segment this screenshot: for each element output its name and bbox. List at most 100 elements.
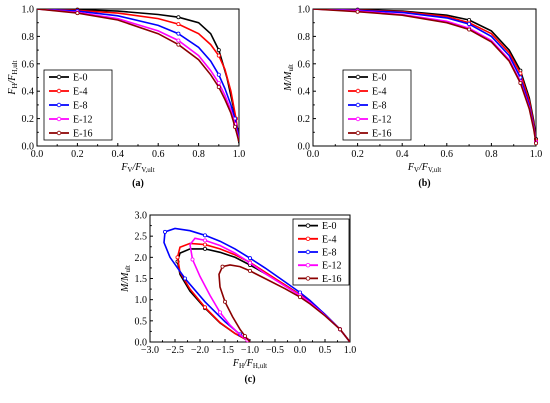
x-tick-label: 0.5 (319, 345, 332, 356)
series-point-e-4 (202, 242, 207, 247)
x-tick-label: 0.8 (192, 149, 205, 160)
x-tick-label: 1.0 (530, 149, 543, 160)
x-tick-label: −3.0 (141, 345, 159, 356)
x-tick-label: 0.6 (441, 149, 454, 160)
series-point-e-8 (467, 22, 472, 27)
series-point-e-12 (190, 257, 195, 262)
x-axis-label: FH/FH,ult (232, 358, 267, 370)
y-tick-label: 0.0 (22, 142, 35, 153)
series-point-e-16 (222, 299, 227, 304)
series-line-e-8 (37, 9, 239, 138)
series-point-e-16 (176, 42, 181, 47)
series-point-e-16 (518, 80, 523, 85)
legend-marker (56, 116, 62, 122)
x-tick-label: 0.6 (152, 149, 165, 160)
series-point-e-12 (216, 80, 221, 85)
x-tick-label: 0.0 (31, 149, 44, 160)
legend-marker (355, 74, 361, 80)
y-tick-label: 0.5 (135, 316, 148, 327)
y-tick-label: 0.0 (135, 338, 148, 349)
x-tick-label: 0.8 (485, 149, 498, 160)
legend-label: E-12 (73, 115, 92, 126)
legend: E-0 E-4 E-8 E-12 E-16 (292, 218, 350, 286)
x-axis-label: FV/FV,ult (407, 162, 441, 174)
series-point-e-16 (242, 334, 247, 339)
legend: E-0 E-4 E-8 E-12 E-16 (342, 69, 412, 141)
legend-label: E-0 (372, 73, 386, 84)
y-tick-label: 0.8 (298, 32, 311, 43)
legend-marker (56, 102, 62, 108)
series-point-e-0 (202, 246, 207, 251)
legend-marker (355, 102, 361, 108)
panel-label: (b) (418, 178, 430, 189)
series-point-e-4 (176, 22, 181, 27)
legend-label: E-4 (372, 87, 386, 98)
series-point-e-12 (202, 238, 207, 243)
legend-label: E-8 (73, 101, 87, 112)
x-tick-label: 0.2 (351, 149, 364, 160)
y-tick-label: 0.6 (298, 59, 311, 70)
y-tick-label: 0.2 (22, 114, 35, 125)
legend-marker (305, 276, 311, 281)
y-tick-label: 1.0 (22, 5, 35, 16)
x-tick-label: −1.5 (216, 345, 234, 356)
chart-panel-2: 0.0 0.2 0.4 0.6 0.8 1.0 0.0 0.2 0.4 0.6 0.8 1.0 FV/F… (283, 5, 542, 190)
legend-label: E-4 (322, 234, 336, 245)
legend-label: E-0 (73, 73, 87, 84)
series-point-e-8 (176, 31, 181, 36)
y-tick-label: 0.8 (22, 32, 35, 43)
series-point-e-16 (297, 295, 302, 300)
y-tick-label: 2.0 (135, 253, 148, 264)
legend-marker (56, 74, 62, 80)
legend-marker (56, 130, 62, 136)
series-line-e-16 (37, 9, 239, 143)
series-point-e-12 (247, 260, 252, 265)
series-point-e-12 (217, 310, 222, 315)
series-point-e-16 (247, 268, 252, 273)
series-line-e-16 (313, 9, 536, 144)
x-axis-label: FV/FV,ult (120, 162, 154, 174)
x-tick-label: 1.0 (233, 149, 246, 160)
legend-marker (56, 88, 62, 94)
y-tick-label: 1.0 (135, 295, 148, 306)
legend-label: E-12 (372, 115, 391, 126)
legend-marker (305, 223, 311, 228)
legend-marker (305, 263, 311, 268)
legend-label: E-16 (73, 129, 92, 140)
series-point-e-0 (216, 48, 221, 53)
legend-marker (355, 116, 361, 122)
y-axis-label: M/Mult (120, 265, 132, 293)
y-tick-label: 0.0 (298, 142, 311, 153)
series-point-e-12 (176, 38, 181, 43)
y-tick-label: 3.0 (135, 211, 148, 222)
x-tick-label: −0.5 (266, 345, 284, 356)
legend-label: E-8 (372, 101, 386, 112)
x-tick-label: 0.2 (71, 149, 84, 160)
y-tick-label: 1.5 (135, 274, 148, 285)
series-line-e-4 (37, 9, 239, 140)
legend-marker (305, 249, 311, 255)
panel-label: (c) (244, 374, 255, 385)
series-point-e-8 (202, 233, 207, 238)
y-axis-label: FH/FH,ult (7, 60, 19, 95)
y-tick-label: 1.0 (298, 5, 311, 16)
series-point-e-4 (202, 305, 207, 310)
x-tick-label: 0.4 (112, 149, 125, 160)
series-point-e-16 (232, 124, 237, 129)
y-tick-label: 0.6 (22, 59, 35, 70)
series-point-e-4 (216, 53, 221, 58)
series-point-e-8 (162, 229, 167, 234)
series-point-e-16 (337, 327, 342, 332)
series-point-e-16 (467, 27, 472, 32)
y-tick-label: 0.4 (22, 87, 35, 98)
legend-label: E-16 (372, 129, 391, 140)
legend-label: E-8 (322, 248, 336, 259)
x-tick-label: 0.4 (396, 149, 409, 160)
panel-label: (a) (132, 178, 144, 189)
series-point-e-8 (247, 256, 252, 261)
x-tick-label: −2.0 (191, 345, 209, 356)
x-tick-label: −2.5 (166, 345, 184, 356)
series-point-e-16 (75, 11, 80, 16)
legend: E-0 E-4 E-8 E-12 E-16 (43, 69, 113, 141)
